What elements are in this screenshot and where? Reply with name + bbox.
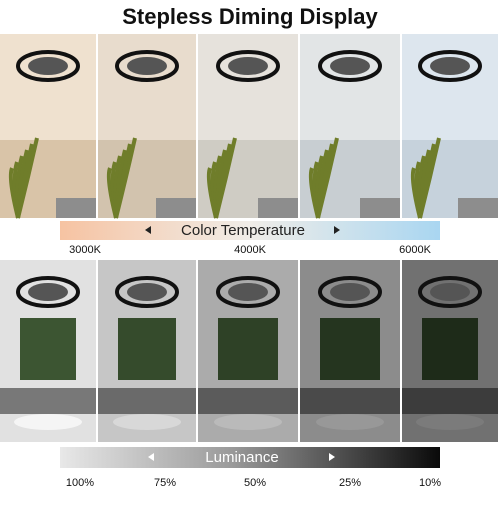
sofa xyxy=(56,198,96,218)
color-temperature-bar xyxy=(60,221,440,240)
table xyxy=(416,414,484,430)
sofa xyxy=(98,388,196,414)
fan-body xyxy=(28,283,68,301)
table xyxy=(214,414,282,430)
luminance-stop: 75% xyxy=(154,477,176,489)
green-wall xyxy=(118,318,176,380)
luminance-stop: 25% xyxy=(339,477,361,489)
green-wall xyxy=(218,318,278,380)
color-temperature-label: Color Temperature xyxy=(181,222,305,239)
sofa xyxy=(198,388,298,414)
fan-body xyxy=(127,283,167,301)
green-wall xyxy=(422,318,478,380)
fan-body xyxy=(228,283,268,301)
luminance-stop: 50% xyxy=(244,477,266,489)
fan-ring xyxy=(318,276,382,308)
arrow-left xyxy=(148,453,154,461)
plant-leaf xyxy=(16,137,39,219)
fan-body xyxy=(28,57,68,75)
table xyxy=(113,414,181,430)
temperature-stop: 6000K xyxy=(399,244,431,256)
luminance-photos xyxy=(0,260,498,442)
sofa xyxy=(258,198,298,218)
fan-ring xyxy=(16,276,80,308)
color-temperature-photos xyxy=(0,34,498,219)
plant-leaf xyxy=(114,137,137,219)
sofa xyxy=(360,198,400,218)
title: Stepless Diming Display xyxy=(122,4,378,29)
sofa xyxy=(300,388,400,414)
fan-ring xyxy=(16,50,80,82)
sofa xyxy=(0,388,96,414)
luminance-label: Luminance xyxy=(205,449,278,466)
fan-ring xyxy=(216,50,280,82)
arrow-right xyxy=(329,453,335,461)
luminance-stop: 100% xyxy=(66,477,94,489)
luminance-bar xyxy=(60,447,440,468)
green-wall xyxy=(320,318,380,380)
fan-body xyxy=(330,283,370,301)
fan-ring xyxy=(216,276,280,308)
fan-ring xyxy=(318,50,382,82)
table xyxy=(316,414,384,430)
fan-ring xyxy=(115,50,179,82)
sofa xyxy=(402,388,498,414)
fan-body xyxy=(430,283,470,301)
fan-body xyxy=(228,57,268,75)
fan-body xyxy=(127,57,167,75)
sofa xyxy=(156,198,196,218)
fan-ring xyxy=(115,276,179,308)
luminance-stop: 10% xyxy=(419,477,441,489)
fan-ring xyxy=(418,276,482,308)
plant-leaf xyxy=(316,137,339,219)
fan-ring xyxy=(418,50,482,82)
plant-leaf xyxy=(418,137,441,219)
arrow-left xyxy=(145,226,151,234)
fan-body xyxy=(330,57,370,75)
table xyxy=(14,414,82,430)
arrow-right xyxy=(334,226,340,234)
sofa xyxy=(458,198,498,218)
temperature-stop: 3000K xyxy=(69,244,101,256)
fan-body xyxy=(430,57,470,75)
temperature-stop: 4000K xyxy=(234,244,266,256)
green-wall xyxy=(20,318,76,380)
plant-leaf xyxy=(214,137,237,219)
